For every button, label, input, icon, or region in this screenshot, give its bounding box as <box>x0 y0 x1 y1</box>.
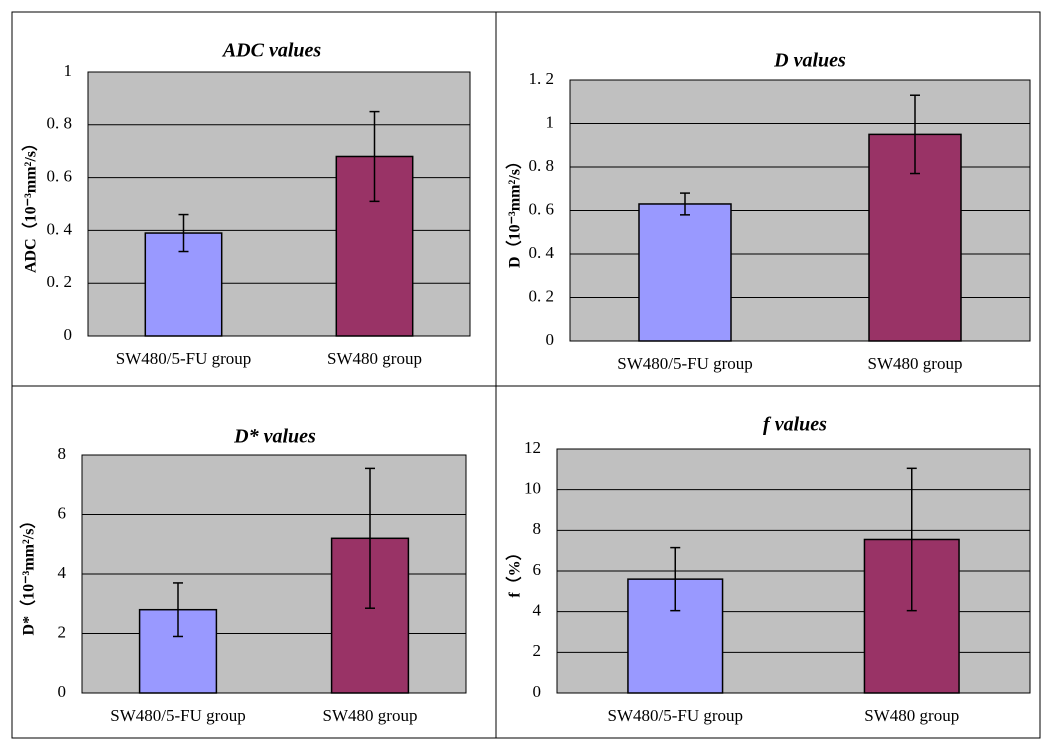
y-axis-label: ADC（10⁻³mm²/s） <box>22 135 40 273</box>
y-tick-label: 0 <box>64 325 73 344</box>
x-tick-label: SW480/5-FU group <box>116 349 252 368</box>
y-tick-label: 0. 4 <box>529 243 555 262</box>
y-tick-label: 8 <box>58 444 67 463</box>
chart-title: D values <box>773 50 846 72</box>
y-tick-label: 8 <box>533 519 542 538</box>
y-tick-label: 1. 2 <box>529 69 555 88</box>
y-tick-label: 2 <box>533 641 542 660</box>
y-tick-label: 0 <box>533 682 542 701</box>
y-tick-label: 0 <box>58 682 67 701</box>
y-tick-label: 0. 8 <box>47 114 73 133</box>
y-tick-label: 0. 2 <box>47 272 73 291</box>
y-tick-label: 2 <box>58 622 67 641</box>
x-tick-label: SW480/5-FU group <box>607 706 743 725</box>
y-tick-label: 6 <box>58 503 67 522</box>
x-tick-label: SW480 group <box>327 349 422 368</box>
error-bar <box>910 94 920 175</box>
y-tick-label: 1 <box>546 112 555 131</box>
x-tick-label: SW480/5-FU group <box>617 354 753 373</box>
table-border <box>11 11 1041 739</box>
x-tick-label: SW480 group <box>864 706 959 725</box>
y-tick-label: 12 <box>524 438 541 457</box>
error-bar <box>369 110 380 203</box>
error-bar <box>178 213 189 253</box>
y-tick-label: 0. 6 <box>529 199 555 218</box>
error-bar <box>173 582 183 638</box>
y-tick-label: 4 <box>58 563 67 582</box>
chart-title: ADC values <box>221 40 322 62</box>
y-axis-label: D*（10⁻³mm²/s） <box>20 513 38 636</box>
bar <box>335 155 414 337</box>
y-axis-label: D（10⁻³mm²/s） <box>506 153 524 268</box>
y-tick-label: 0. 8 <box>529 156 555 175</box>
y-tick-label: 0 <box>546 330 555 349</box>
x-tick-label: SW480 group <box>323 706 418 725</box>
error-bar <box>680 192 690 216</box>
y-tick-label: 4 <box>533 601 542 620</box>
error-bar <box>365 467 375 609</box>
y-tick-label: 0. 4 <box>47 219 73 238</box>
chart-title: D* values <box>233 426 316 448</box>
y-tick-label: 0. 2 <box>529 286 555 305</box>
x-tick-label: SW480 group <box>868 354 963 373</box>
y-axis-label: f（%） <box>506 544 524 597</box>
x-tick-label: SW480/5-FU group <box>110 706 246 725</box>
y-tick-label: 10 <box>524 479 541 498</box>
error-bar <box>906 467 917 612</box>
y-tick-label: 6 <box>533 560 542 579</box>
y-tick-label: 1 <box>64 61 73 80</box>
bar <box>638 203 732 342</box>
y-tick-label: 0. 6 <box>47 167 73 186</box>
chart-title: f values <box>763 414 827 436</box>
error-bar <box>670 546 681 612</box>
